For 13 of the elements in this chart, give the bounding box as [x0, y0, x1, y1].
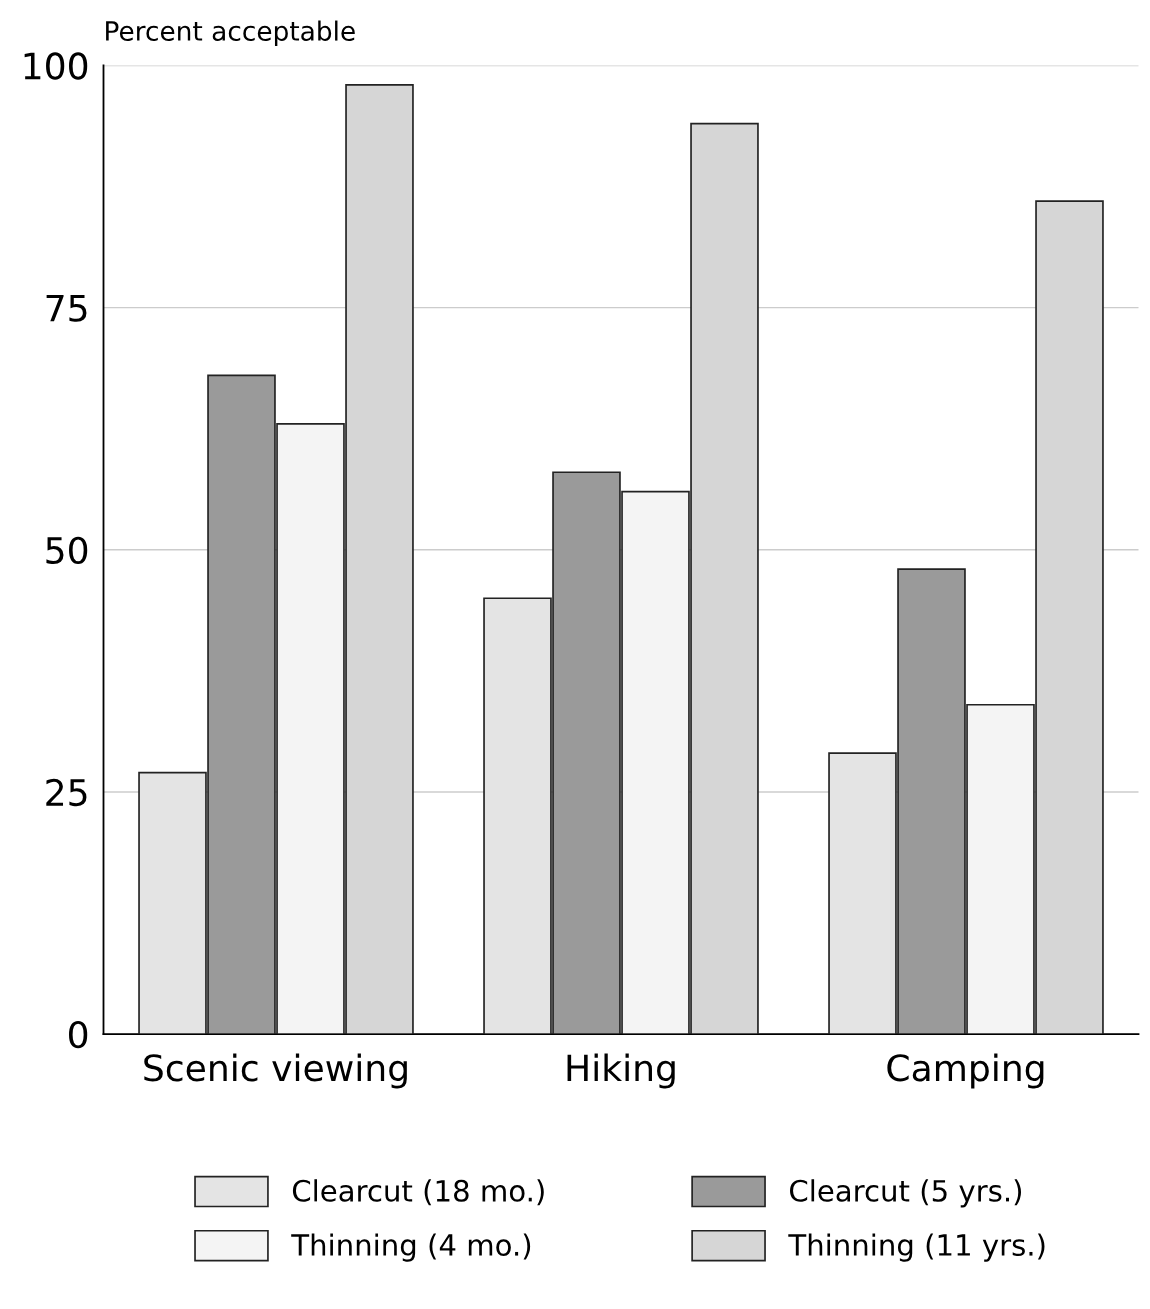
y-tick-label: 25 — [46, 778, 87, 807]
x-tick-label: Scenic viewing — [144, 1053, 407, 1089]
y-tick-label: 50 — [46, 536, 88, 565]
x-tick-label: Hiking — [567, 1053, 675, 1089]
legend-label: Clearcut (5 yrs.) — [790, 1179, 1022, 1208]
y-tick-label: 0 — [69, 1021, 88, 1049]
legend-label: Thinning (11 yrs.) — [788, 1233, 1045, 1262]
y-axis-title: Percent acceptable — [106, 20, 355, 47]
legend-label: Thinning (4 mo.) — [291, 1233, 531, 1262]
y-tick-label: 100 — [24, 52, 88, 80]
y-tick-label: 75 — [46, 295, 87, 322]
x-tick-label: Camping — [887, 1053, 1044, 1089]
legend-label: Clearcut (18 mo.) — [292, 1179, 544, 1206]
